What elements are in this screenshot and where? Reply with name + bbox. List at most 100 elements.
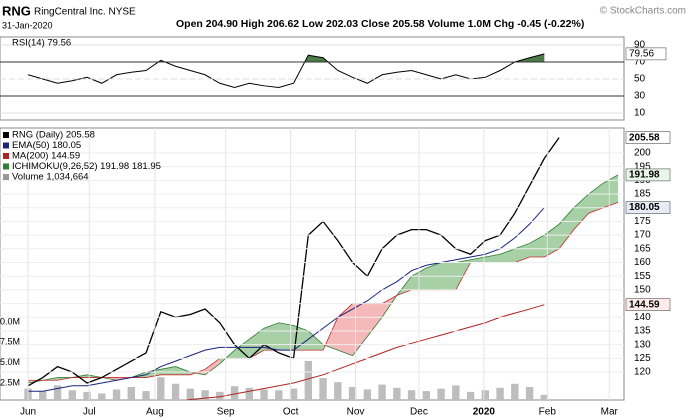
series-line xyxy=(184,304,545,400)
legend-swatch xyxy=(3,132,9,138)
volume-bar xyxy=(481,390,490,400)
cloud-segment xyxy=(559,207,574,249)
legend-label: EMA(50) 180.05 xyxy=(12,140,81,151)
x-tick-label: Dec xyxy=(410,407,428,418)
y-tick-label: 195 xyxy=(634,161,651,172)
x-tick-label: Feb xyxy=(539,407,557,418)
value-tag xyxy=(625,131,671,144)
cloud-segment xyxy=(367,303,383,337)
cloud-segment xyxy=(588,183,604,214)
watermark: © StockCharts.com xyxy=(600,6,686,17)
volume-tick-label: 5.0M xyxy=(0,357,20,367)
cloud-segment xyxy=(160,366,176,375)
volume-bar xyxy=(157,377,165,400)
legend-swatch xyxy=(3,174,9,180)
volume-bar xyxy=(422,391,431,400)
y-tick-label: 160 xyxy=(634,257,651,268)
y-tick-label: 175 xyxy=(634,216,651,227)
volume-bar xyxy=(230,386,239,400)
y-tick-label: 155 xyxy=(634,271,651,282)
value-tag-label: 180.05 xyxy=(629,202,660,213)
cloud-segment xyxy=(234,339,250,359)
y-tick-label: 140 xyxy=(634,312,651,323)
rsi-tick-label: 30 xyxy=(634,91,646,102)
y-tick-label: 185 xyxy=(634,189,651,200)
volume-bar xyxy=(53,385,62,400)
axes: JunJulAugSepOctNovDec2020FebMar200195190… xyxy=(0,38,671,418)
x-tick-label: Mar xyxy=(601,407,619,418)
cloud-segment xyxy=(603,174,619,208)
company: RingCentral Inc. NYSE xyxy=(34,7,136,18)
volume-bar xyxy=(304,361,312,400)
rsi-tick-label: 70 xyxy=(634,57,646,68)
x-tick-label: Jun xyxy=(20,407,36,418)
volume-bar xyxy=(363,389,372,400)
value-tag-label: 205.58 xyxy=(629,132,660,143)
cloud-segment xyxy=(278,322,294,351)
cloud-segment xyxy=(352,303,368,356)
legend-swatch xyxy=(3,163,9,170)
legend-swatch xyxy=(3,153,9,159)
cloud-segment xyxy=(500,248,515,263)
cloud-segment xyxy=(514,243,530,263)
volume-bar xyxy=(142,391,150,400)
volume-bar xyxy=(245,387,253,400)
legend-label: RNG (Daily) 205.58 xyxy=(12,130,95,141)
series-line xyxy=(28,207,545,392)
value-tag xyxy=(625,298,671,312)
cloud-segment xyxy=(470,257,486,263)
y-tick-label: 125 xyxy=(634,353,651,364)
y-tick-label: 120 xyxy=(634,367,651,378)
value-tag xyxy=(625,201,671,214)
x-tick-label: Jul xyxy=(83,407,96,418)
volume-bar xyxy=(319,378,327,400)
y-tick-label: 135 xyxy=(634,326,651,337)
value-tag xyxy=(625,168,671,182)
rsi-plot xyxy=(27,53,545,89)
volume-tick-label: 7.5M xyxy=(0,337,20,347)
cloud-segment xyxy=(205,358,220,375)
cloud-segment xyxy=(529,235,545,258)
volume-bar xyxy=(112,389,121,400)
volume-bar xyxy=(511,383,519,400)
volume-bar xyxy=(260,389,268,400)
volume-bar xyxy=(437,388,445,400)
rsi-panel xyxy=(0,36,625,121)
legend-label: ICHIMOKU(9,26,52) 191.98 181.95 xyxy=(12,161,161,172)
y-tick-label: 200 xyxy=(634,148,651,159)
y-tick-label: 170 xyxy=(634,230,651,241)
volume-bar xyxy=(407,390,416,400)
volume-bar xyxy=(201,390,209,400)
volume-bar xyxy=(378,384,386,400)
rsi-tick-label: 90 xyxy=(634,40,646,51)
rsi-line xyxy=(27,53,545,89)
rsi-tick-label: 10 xyxy=(634,108,646,119)
rsi-legend: RSI(14) 79.56 xyxy=(12,38,71,49)
volume-tick-label: 10.0M xyxy=(0,316,20,326)
rsi-tick-label: 50 xyxy=(634,74,646,85)
quote: Open 204.90 High 206.62 Low 202.03 Close… xyxy=(176,18,584,30)
volume-bar xyxy=(216,391,224,400)
volume-bar xyxy=(540,394,549,400)
x-tick-label: Sep xyxy=(217,407,235,418)
volume-bar xyxy=(393,387,401,400)
volume-bar xyxy=(275,390,283,400)
legend-label: MA(200) 144.59 xyxy=(12,151,80,162)
cloud-segment xyxy=(249,328,265,359)
volume-bar xyxy=(496,387,504,400)
volume-bar xyxy=(186,388,194,400)
volume-bar xyxy=(452,385,460,400)
volume-bar xyxy=(348,387,357,400)
volume-bar xyxy=(171,383,180,400)
rsi-tag xyxy=(625,47,667,61)
legend-label: Volume 1,034,664 xyxy=(12,172,89,183)
x-tick-label: Oct xyxy=(283,407,299,418)
volume-bar xyxy=(83,391,91,400)
symbol: RNG xyxy=(2,3,31,18)
legend-swatch xyxy=(3,142,9,149)
y-tick-label: 130 xyxy=(634,339,651,350)
value-tag-label: 144.59 xyxy=(629,299,660,310)
volume-bar xyxy=(39,391,47,400)
